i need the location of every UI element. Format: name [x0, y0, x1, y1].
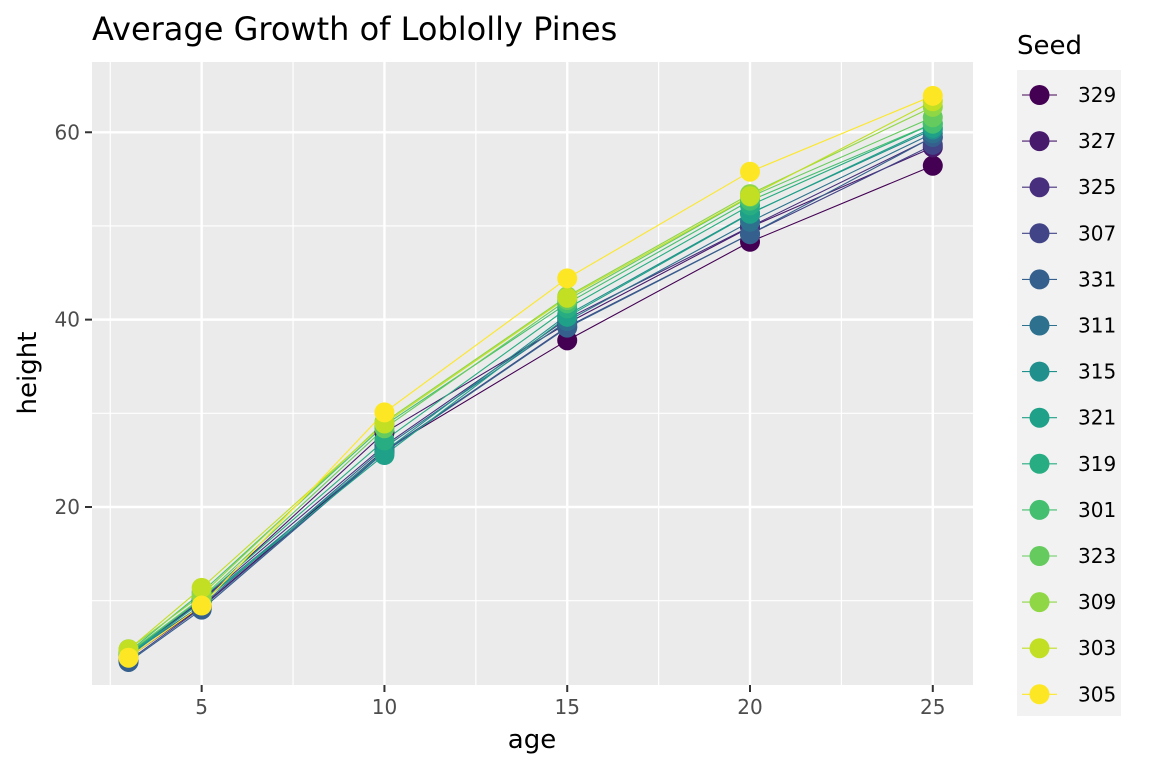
legend-label: 311: [1078, 314, 1116, 338]
grid-minor: [92, 62, 973, 685]
x-tick-label: 5: [195, 695, 208, 719]
data-point-305: [922, 85, 943, 106]
legend-key-point: [1029, 453, 1050, 474]
legend-label: 321: [1078, 406, 1116, 430]
data-point-305: [118, 647, 139, 668]
legend-label: 323: [1078, 544, 1116, 568]
data-point-305: [374, 402, 395, 423]
legend-item-309: 309: [1022, 590, 1116, 614]
plot-panel: [92, 62, 973, 685]
x-axis-title: age: [508, 725, 556, 755]
data-point-305: [557, 268, 578, 289]
legend-key-point: [1029, 131, 1050, 152]
series-line-319: [128, 123, 934, 655]
y-tick-label: 60: [55, 120, 80, 144]
chart-title: Average Growth of Loblolly Pines: [92, 10, 617, 48]
legend-item-311: 311: [1022, 314, 1116, 338]
legend-label: 325: [1078, 175, 1116, 199]
legend-key-point: [1029, 638, 1050, 659]
series-line-321: [128, 127, 934, 656]
data-point-303: [191, 577, 212, 598]
series-line-307: [128, 144, 934, 662]
legend-label: 305: [1078, 682, 1116, 706]
series-line-309: [128, 106, 934, 650]
legend-item-325: 325: [1022, 175, 1116, 199]
legend-label: 329: [1078, 83, 1116, 107]
legend-item-301: 301: [1022, 498, 1116, 522]
data-point-305: [191, 595, 212, 616]
legend-item-305: 305: [1022, 682, 1116, 706]
series-line-331: [128, 136, 934, 663]
legend-label: 315: [1078, 360, 1116, 384]
legend-items: 329 327 325 307 331 311 315 321 319 301 323 309 303 3…: [1022, 83, 1116, 706]
legend-key-point: [1029, 499, 1050, 520]
legend-label: 309: [1078, 590, 1116, 614]
legend: Seed 329 327 325 307 331 311 315 321 319 301 323 30…: [1017, 31, 1121, 716]
series-line-323: [128, 116, 934, 654]
legend-label: 319: [1078, 452, 1116, 476]
x-axis: 5 10 15 20 25: [195, 685, 946, 719]
data-point-321: [374, 445, 395, 466]
x-tick-label: 25: [920, 695, 945, 719]
legend-key-point: [1029, 315, 1050, 336]
legend-key-background: [1017, 70, 1121, 716]
legend-item-319: 319: [1022, 452, 1116, 476]
legend-key-point: [1029, 269, 1050, 290]
y-axis: 20 40 60: [55, 120, 92, 519]
x-tick-label: 15: [555, 695, 580, 719]
x-tick-label: 10: [372, 695, 397, 719]
legend-key-point: [1029, 546, 1050, 566]
legend-label: 327: [1078, 129, 1116, 153]
legend-item-329: 329: [1022, 83, 1116, 107]
legend-key-point: [1029, 85, 1050, 105]
legend-item-331: 331: [1022, 267, 1116, 291]
legend-label: 301: [1078, 498, 1116, 522]
legend-key-point: [1029, 592, 1050, 613]
legend-label: 303: [1078, 636, 1116, 660]
y-axis-title: height: [13, 332, 43, 415]
series-points: [118, 85, 943, 672]
legend-title: Seed: [1017, 31, 1082, 61]
legend-key-point: [1029, 684, 1050, 705]
legend-item-303: 303: [1022, 636, 1116, 660]
legend-label: 331: [1078, 267, 1116, 291]
series-line-305: [128, 95, 933, 659]
legend-label: 307: [1078, 221, 1116, 245]
legend-key-point: [1029, 223, 1050, 244]
series-line-303: [128, 100, 934, 650]
legend-item-327: 327: [1022, 129, 1116, 153]
data-point-303: [740, 186, 761, 207]
series-line-329: [128, 165, 933, 659]
x-tick-label: 20: [737, 695, 762, 719]
legend-key-point: [1029, 361, 1050, 382]
legend-item-307: 307: [1022, 221, 1116, 245]
y-tick-label: 40: [55, 308, 80, 332]
series-lines: [128, 95, 934, 663]
legend-item-315: 315: [1022, 360, 1116, 384]
data-point-305: [740, 161, 761, 182]
data-point-329: [922, 155, 943, 176]
legend-item-323: 323: [1022, 544, 1116, 568]
legend-key-point: [1029, 177, 1050, 198]
legend-key-point: [1029, 407, 1050, 428]
y-tick-label: 20: [55, 495, 80, 519]
data-point-303: [557, 287, 578, 308]
legend-item-321: 321: [1022, 406, 1116, 430]
series-line-325: [128, 136, 934, 654]
